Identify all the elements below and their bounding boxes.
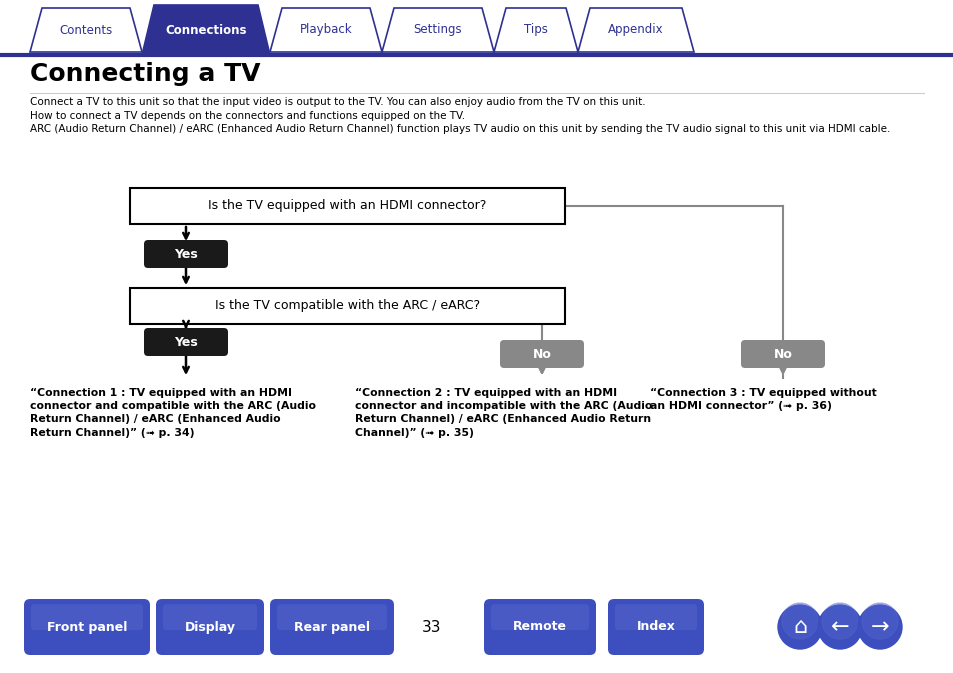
FancyBboxPatch shape <box>740 340 824 368</box>
Text: Contents: Contents <box>59 24 112 36</box>
Text: Connections: Connections <box>165 24 247 36</box>
Circle shape <box>862 603 897 639</box>
Bar <box>130 188 564 224</box>
Polygon shape <box>142 5 270 55</box>
Circle shape <box>778 605 821 649</box>
FancyBboxPatch shape <box>499 340 583 368</box>
Text: How to connect a TV depends on the connectors and functions equipped on the TV.: How to connect a TV depends on the conne… <box>30 111 465 121</box>
Polygon shape <box>578 8 693 52</box>
Text: Display: Display <box>184 621 235 633</box>
Polygon shape <box>270 8 381 52</box>
Text: Connecting a TV: Connecting a TV <box>30 62 260 86</box>
FancyBboxPatch shape <box>615 604 697 630</box>
Text: Front panel: Front panel <box>47 621 127 633</box>
Text: “Connection 1 : TV equipped with an HDMI
connector and compatible with the ARC (: “Connection 1 : TV equipped with an HDMI… <box>30 388 315 437</box>
Polygon shape <box>494 8 578 52</box>
Polygon shape <box>381 8 494 52</box>
FancyBboxPatch shape <box>491 604 588 630</box>
Text: Is the TV compatible with the ARC / eARC?: Is the TV compatible with the ARC / eARC… <box>214 299 479 312</box>
Text: Index: Index <box>636 621 675 633</box>
FancyBboxPatch shape <box>163 604 256 630</box>
FancyBboxPatch shape <box>24 599 150 655</box>
Text: ARC (Audio Return Channel) / eARC (Enhanced Audio Return Channel) function plays: ARC (Audio Return Channel) / eARC (Enhan… <box>30 124 889 134</box>
Text: Tips: Tips <box>523 24 547 36</box>
Circle shape <box>781 603 817 639</box>
Circle shape <box>817 605 862 649</box>
Text: No: No <box>532 347 551 361</box>
Text: No: No <box>773 347 792 361</box>
Circle shape <box>857 605 901 649</box>
Text: Is the TV equipped with an HDMI connector?: Is the TV equipped with an HDMI connecto… <box>208 199 486 213</box>
Text: Playback: Playback <box>299 24 352 36</box>
FancyBboxPatch shape <box>30 604 143 630</box>
Text: →: → <box>870 617 888 637</box>
FancyBboxPatch shape <box>144 240 228 268</box>
Text: Remote: Remote <box>513 621 566 633</box>
Text: Connect a TV to this unit so that the input video is output to the TV. You can a: Connect a TV to this unit so that the in… <box>30 97 645 107</box>
FancyBboxPatch shape <box>156 599 264 655</box>
Text: ←: ← <box>830 617 848 637</box>
FancyBboxPatch shape <box>483 599 596 655</box>
Bar <box>130 288 564 324</box>
Text: Appendix: Appendix <box>608 24 663 36</box>
Text: 33: 33 <box>422 620 441 635</box>
Text: Settings: Settings <box>414 24 462 36</box>
FancyBboxPatch shape <box>607 599 703 655</box>
Text: Rear panel: Rear panel <box>294 621 370 633</box>
FancyBboxPatch shape <box>144 328 228 356</box>
Text: “Connection 2 : TV equipped with an HDMI
connector and incompatible with the ARC: “Connection 2 : TV equipped with an HDMI… <box>355 388 652 437</box>
Circle shape <box>821 603 857 639</box>
FancyBboxPatch shape <box>270 599 394 655</box>
Text: “Connection 3 : TV equipped without
an HDMI connector” (➟ p. 36): “Connection 3 : TV equipped without an H… <box>649 388 876 411</box>
Text: ⌂: ⌂ <box>792 617 806 637</box>
Text: Yes: Yes <box>174 336 197 349</box>
Text: Yes: Yes <box>174 248 197 260</box>
FancyBboxPatch shape <box>276 604 387 630</box>
Polygon shape <box>30 8 142 52</box>
